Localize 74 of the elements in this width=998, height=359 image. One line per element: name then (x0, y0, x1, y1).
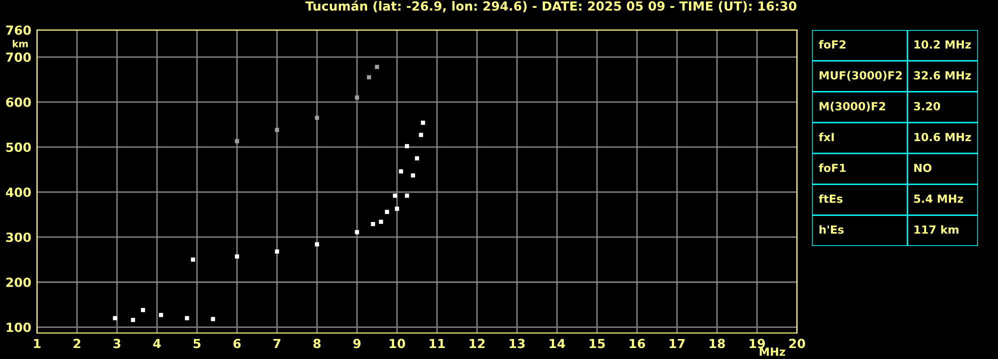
x-tick-label: 13 (510, 338, 525, 348)
y-tick-label: 700 (6, 52, 31, 62)
point (404, 194, 410, 198)
point (374, 64, 380, 69)
x-tick-label: 6 (233, 338, 241, 348)
point (158, 312, 164, 318)
x-tick-label: 3 (113, 338, 120, 348)
y-tick-label: 500 (6, 142, 31, 152)
point (378, 220, 384, 224)
point (410, 173, 416, 178)
y-tick-label: 400 (6, 188, 31, 198)
x-tick-label: 16 (630, 338, 646, 348)
text: 117 km (914, 225, 958, 234)
point (370, 222, 376, 226)
text: fxI (818, 132, 834, 142)
text: h'Es (820, 225, 844, 234)
point (366, 75, 372, 80)
point (314, 242, 320, 246)
point (274, 249, 280, 254)
point (404, 144, 410, 148)
text: 10.2 MHz (914, 40, 971, 49)
x-tick-label: 11 (430, 338, 445, 348)
text: 32.6 MHz (914, 71, 971, 80)
x-tick-label: 14 (550, 338, 566, 348)
point (414, 156, 420, 160)
point (234, 139, 240, 144)
x-tick-label: 15 (590, 338, 605, 348)
point (190, 258, 196, 262)
chart-title: Tucumán (lat: -26.9, lon: 294.6) - DATE: 2025 05 09 - TIME (UT): 16:30 (305, 0, 796, 12)
point (130, 318, 136, 322)
y-tick-label: 300 (6, 232, 31, 242)
y-tick-label: 200 (6, 278, 31, 288)
text: NO (914, 164, 932, 172)
point (234, 254, 240, 259)
x-tick-label: 10 (390, 338, 406, 348)
point (418, 132, 424, 137)
y-tick-label: 760 (6, 25, 31, 35)
y-axis-title: km (12, 40, 28, 48)
point (314, 116, 320, 120)
x-tick-label: 20 (789, 338, 806, 348)
x-tick-label: 4 (153, 338, 161, 348)
point (384, 210, 390, 214)
x-tick-label: 8 (313, 338, 321, 348)
text: M(3000)F2 (820, 102, 886, 112)
point (394, 206, 400, 211)
x-tick-label: 7 (273, 338, 280, 348)
text: 5.4 MHz (914, 194, 964, 203)
point (354, 230, 360, 234)
point (184, 316, 190, 320)
x-tick-label: 2 (74, 338, 80, 348)
text: 10.6 MHz (914, 132, 971, 142)
text: foF2 (818, 40, 846, 49)
text: 3.20 (914, 102, 940, 110)
text: ftEs (818, 194, 842, 203)
x-tick-label: 12 (470, 338, 485, 348)
point (112, 316, 118, 320)
text: MUF(3000)F2 (820, 70, 902, 81)
y-tick-label: 600 (6, 98, 31, 107)
point (354, 95, 360, 100)
y-tick-label: 100 (6, 322, 31, 332)
point (140, 308, 146, 312)
x-tick-label: 19 (750, 338, 765, 348)
x-axis-title: MHz (760, 348, 786, 356)
point (420, 120, 426, 125)
x-tick-label: 9 (353, 338, 361, 348)
x-tick-label: 5 (194, 338, 200, 348)
point (274, 128, 280, 132)
point (392, 194, 398, 198)
x-tick-label: 18 (710, 338, 725, 348)
text: foF1 (818, 163, 846, 172)
point (210, 316, 216, 322)
x-tick-label: 17 (670, 338, 685, 348)
x-tick-label: 1 (34, 338, 40, 348)
point (398, 169, 404, 174)
